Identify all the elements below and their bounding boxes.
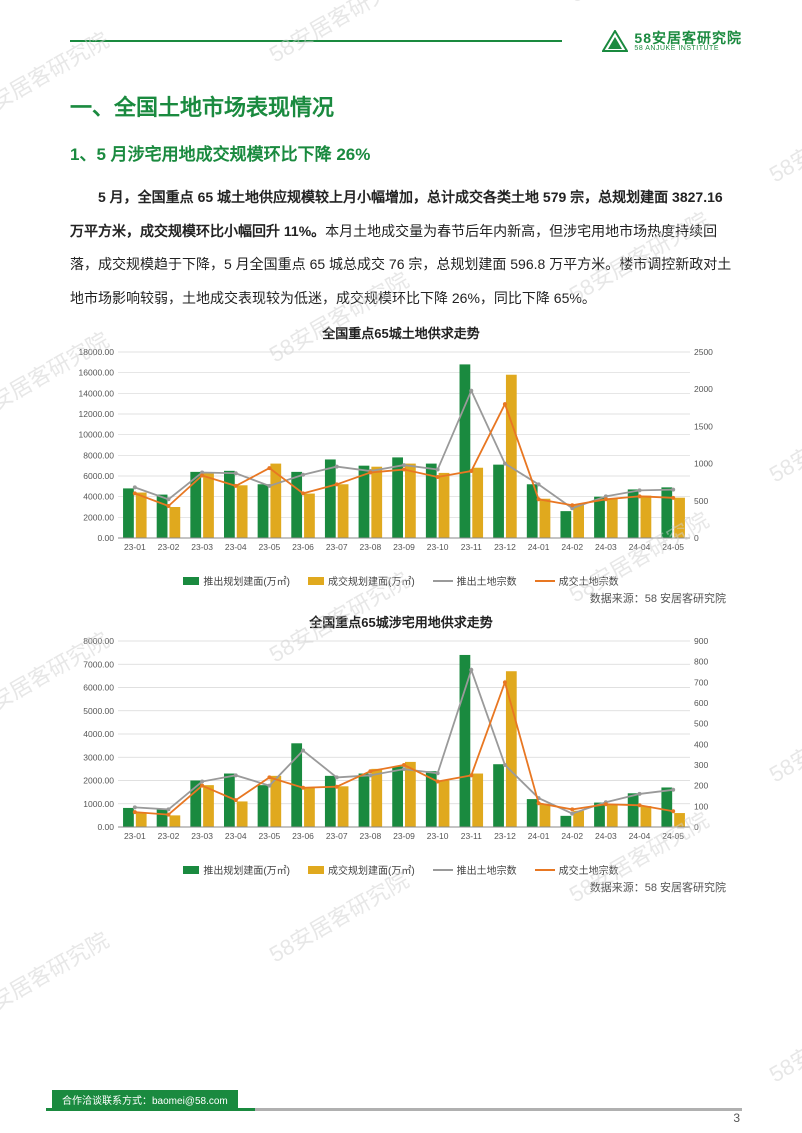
- svg-text:900: 900: [694, 636, 708, 646]
- chart-1-title: 全国重点65城土地供求走势: [70, 323, 732, 342]
- legend-item: 推出规划建面(万㎡): [203, 573, 290, 588]
- header-rule: [70, 40, 562, 42]
- svg-text:23-08: 23-08: [359, 831, 381, 841]
- heading-level-1: 一、全国土地市场表现情况: [70, 90, 732, 122]
- svg-text:23-04: 23-04: [225, 831, 247, 841]
- svg-text:23-08: 23-08: [359, 542, 381, 552]
- chart-2-container: 全国重点65城涉宅用地供求走势 0.00 1000.00 2000.00 3000.0…: [70, 612, 732, 895]
- svg-text:23-02: 23-02: [158, 542, 180, 552]
- svg-text:23-01: 23-01: [124, 831, 146, 841]
- svg-text:6000.00: 6000.00: [83, 683, 114, 693]
- svg-text:800: 800: [694, 657, 708, 667]
- svg-text:8000.00: 8000.00: [83, 636, 114, 646]
- svg-text:23-02: 23-02: [158, 831, 180, 841]
- svg-text:23-01: 23-01: [124, 542, 146, 552]
- svg-text:23-03: 23-03: [191, 831, 213, 841]
- svg-text:18000.00: 18000.00: [79, 347, 115, 357]
- svg-text:24-05: 24-05: [662, 831, 684, 841]
- chart-2-legend: 推出规划建面(万㎡) 成交规划建面(万㎡) 推出土地宗数 成交土地宗数: [70, 862, 732, 877]
- chart-2-svg: 0.00 1000.00 2000.00 3000.00 4000.00 5000.00 6…: [70, 633, 732, 853]
- svg-text:500: 500: [694, 496, 708, 506]
- svg-text:23-09: 23-09: [393, 542, 415, 552]
- svg-text:16000.00: 16000.00: [79, 368, 115, 378]
- svg-text:2000.00: 2000.00: [83, 776, 114, 786]
- page-footer: 合作洽谈联系方式：baomei@58.com 3: [0, 1103, 802, 1133]
- brand-logo: 58安居客研究院 58 ANJUKE INSTITUTE: [602, 30, 742, 52]
- svg-text:23-12: 23-12: [494, 542, 516, 552]
- svg-text:23-11: 23-11: [461, 831, 482, 841]
- svg-text:4000.00: 4000.00: [83, 729, 114, 739]
- svg-text:2500: 2500: [694, 347, 713, 357]
- svg-text:23-11: 23-11: [461, 542, 482, 552]
- svg-text:23-07: 23-07: [326, 831, 348, 841]
- svg-text:1000.00: 1000.00: [83, 799, 114, 809]
- footer-page-number: 3: [733, 1111, 740, 1125]
- svg-text:23-05: 23-05: [259, 831, 281, 841]
- svg-text:4000.00: 4000.00: [83, 492, 114, 502]
- svg-text:24-03: 24-03: [595, 542, 617, 552]
- svg-text:300: 300: [694, 760, 708, 770]
- svg-text:700: 700: [694, 678, 708, 688]
- legend-item: 推出土地宗数: [457, 862, 517, 877]
- svg-text:23-04: 23-04: [225, 542, 247, 552]
- svg-text:0.00: 0.00: [97, 533, 114, 543]
- svg-text:23-09: 23-09: [393, 831, 415, 841]
- heading-level-2: 1、5 月涉宅用地成交规模环比下降 26%: [70, 140, 732, 165]
- chart-1-container: 全国重点65城土地供求走势 0.00 2000.00 4000.00 6000.00 8…: [70, 323, 732, 606]
- svg-text:12000.00: 12000.00: [79, 409, 115, 419]
- svg-text:24-03: 24-03: [595, 831, 617, 841]
- svg-text:2000: 2000: [694, 385, 713, 395]
- svg-text:24-01: 24-01: [528, 542, 550, 552]
- svg-text:23-06: 23-06: [292, 831, 314, 841]
- svg-text:3000.00: 3000.00: [83, 753, 114, 763]
- svg-text:23-10: 23-10: [427, 542, 449, 552]
- svg-text:23-12: 23-12: [494, 831, 516, 841]
- svg-text:8000.00: 8000.00: [83, 451, 114, 461]
- svg-text:24-01: 24-01: [528, 831, 550, 841]
- svg-text:24-04: 24-04: [629, 542, 651, 552]
- svg-text:23-05: 23-05: [259, 542, 281, 552]
- svg-text:5000.00: 5000.00: [83, 706, 114, 716]
- svg-text:1000: 1000: [694, 459, 713, 469]
- svg-text:24-04: 24-04: [629, 831, 651, 841]
- chart-1-svg: 0.00 2000.00 4000.00 6000.00 8000.00 10000.00…: [70, 344, 732, 564]
- legend-item: 成交规划建面(万㎡): [328, 573, 415, 588]
- svg-text:1500: 1500: [694, 422, 713, 432]
- svg-text:7000.00: 7000.00: [83, 660, 114, 670]
- svg-text:0: 0: [694, 533, 699, 543]
- logo-icon: [602, 30, 628, 52]
- svg-text:14000.00: 14000.00: [79, 389, 115, 399]
- svg-text:200: 200: [694, 781, 708, 791]
- chart-1-legend: 推出规划建面(万㎡) 成交规划建面(万㎡) 推出土地宗数 成交土地宗数: [70, 573, 732, 588]
- svg-text:24-02: 24-02: [561, 831, 583, 841]
- svg-text:600: 600: [694, 698, 708, 708]
- logo-text-cn: 58安居客研究院: [634, 31, 742, 45]
- svg-text:2000.00: 2000.00: [83, 513, 114, 523]
- svg-text:23-10: 23-10: [427, 831, 449, 841]
- svg-text:6000.00: 6000.00: [83, 471, 114, 481]
- svg-text:500: 500: [694, 719, 708, 729]
- svg-text:23-03: 23-03: [191, 542, 213, 552]
- svg-text:0: 0: [694, 822, 699, 832]
- chart-2-title: 全国重点65城涉宅用地供求走势: [70, 612, 732, 631]
- legend-item: 成交土地宗数: [559, 862, 619, 877]
- legend-item: 推出规划建面(万㎡): [203, 862, 290, 877]
- svg-text:10000.00: 10000.00: [79, 430, 115, 440]
- chart-2-source: 数据来源：58 安居客研究院: [70, 879, 726, 895]
- svg-text:24-05: 24-05: [662, 542, 684, 552]
- legend-item: 成交规划建面(万㎡): [328, 862, 415, 877]
- svg-text:100: 100: [694, 802, 708, 812]
- footer-contact: 合作洽谈联系方式：baomei@58.com: [52, 1090, 238, 1110]
- svg-text:0.00: 0.00: [97, 822, 114, 832]
- legend-item: 推出土地宗数: [457, 573, 517, 588]
- logo-text-en: 58 ANJUKE INSTITUTE: [634, 45, 742, 52]
- svg-text:23-06: 23-06: [292, 542, 314, 552]
- chart-1-source: 数据来源：58 安居客研究院: [70, 590, 726, 606]
- svg-text:24-02: 24-02: [561, 542, 583, 552]
- legend-item: 成交土地宗数: [559, 573, 619, 588]
- svg-text:23-07: 23-07: [326, 542, 348, 552]
- svg-text:400: 400: [694, 740, 708, 750]
- body-paragraph: 5 月，全国重点 65 城土地供应规模较上月小幅增加，总计成交各类土地 579 …: [70, 181, 732, 315]
